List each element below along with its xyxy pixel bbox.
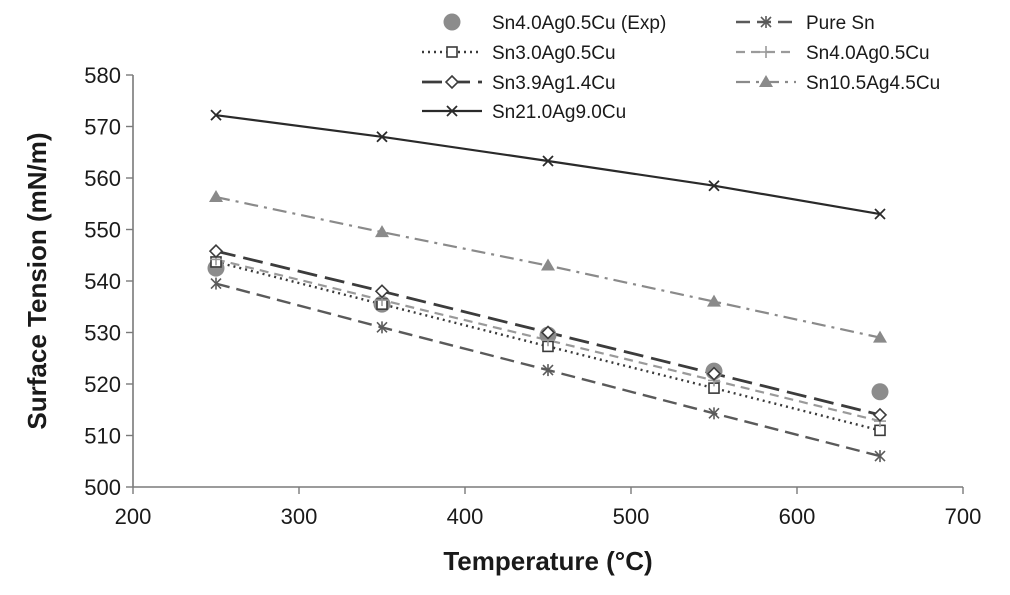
data-point-sn3-9ag1-4cu (540, 325, 556, 340)
legend-swatch-marker (446, 105, 458, 117)
legend: Sn4.0Ag0.5Cu (Exp) Pure Sn Sn3.0Ag0.5Cu Sn4… (422, 13, 940, 123)
axes: 200 300 400 500 600 700 500 510 520 530 540 550 560 5… (84, 63, 981, 529)
legend-item: Sn4.0Ag0.5Cu (Exp) (443, 13, 666, 34)
legend-label: Sn4.0Ag0.5Cu (806, 43, 930, 64)
data-point-pure-sn (874, 450, 886, 463)
data-point-sn10-5ag4-5cu (375, 225, 389, 238)
legend-swatch-marker (446, 46, 458, 58)
legend-swatch-marker (760, 46, 772, 58)
series-markers (207, 109, 889, 463)
data-point-pure-sn (376, 321, 388, 334)
y-tick-label: 540 (84, 269, 121, 294)
data-point-sn3-9ag1-4cu (872, 407, 888, 423)
x-axis-title: Temperature (°C) (443, 546, 652, 576)
legend-item: Sn3.9Ag1.4Cu (422, 73, 616, 94)
data-point-sn21-0ag9-0cu (874, 208, 886, 220)
data-point-sn10-5ag4-5cu (707, 294, 721, 307)
legend-item: Pure Sn (736, 13, 875, 34)
legend-label: Sn4.0Ag0.5Cu (Exp) (492, 13, 666, 34)
legend-swatch-marker (759, 75, 773, 87)
legend-swatch-marker (444, 74, 460, 90)
y-axis-title: Surface Tension (mN/m) (22, 132, 52, 429)
y-tick-label: 580 (84, 63, 121, 88)
legend-label: Sn21.0Ag9.0Cu (492, 102, 626, 123)
data-point-sn10-5ag4-5cu (873, 330, 887, 343)
data-point-sn21-0ag9-0cu (542, 155, 554, 167)
legend-label: Sn3.0Ag0.5Cu (492, 43, 616, 64)
x-tick-label: 600 (779, 504, 816, 529)
legend-item: Sn10.5Ag4.5Cu (736, 73, 940, 94)
y-tick-label: 530 (84, 321, 121, 346)
data-point-pure-sn (210, 277, 222, 290)
y-tick-label: 570 (84, 115, 121, 140)
data-point-pure-sn (708, 407, 720, 420)
data-point-sn10-5ag4-5cu (541, 258, 555, 271)
data-point-sn3-9ag1-4cu (374, 284, 390, 299)
x-tick-label: 500 (613, 504, 650, 529)
legend-swatch-marker (760, 16, 772, 28)
legend-item: Sn4.0Ag0.5Cu (736, 43, 930, 64)
legend-label: Sn3.9Ag1.4Cu (492, 73, 616, 94)
legend-label: Pure Sn (806, 13, 875, 34)
x-tick-label: 400 (447, 504, 484, 529)
y-tick-label: 500 (84, 475, 121, 500)
data-point-sn3-9ag1-4cu (706, 366, 722, 381)
data-point-sn21-0ag9-0cu (708, 180, 720, 192)
y-tick-label: 510 (84, 424, 121, 449)
legend-item: Sn21.0Ag9.0Cu (422, 102, 626, 123)
data-point-sn3-9ag1-4cu (208, 243, 224, 259)
data-point-pure-sn (542, 364, 554, 377)
y-tick-label: 520 (84, 372, 121, 397)
legend-swatch-marker (443, 13, 461, 31)
data-point-sn21-0ag9-0cu (376, 131, 388, 143)
y-tick-label: 560 (84, 166, 121, 191)
data-point-sn10-5ag4-5cu (209, 190, 223, 203)
series-line-sn4-0ag0-5cu (215, 258, 881, 423)
data-point-sn4-0ag0-5cu-exp (871, 383, 889, 401)
x-tick-label: 200 (115, 504, 152, 529)
x-tick-label: 300 (281, 504, 318, 529)
legend-label: Sn10.5Ag4.5Cu (806, 73, 940, 94)
data-point-sn21-0ag9-0cu (210, 109, 222, 121)
y-tick-label: 550 (84, 218, 121, 243)
x-tick-label: 700 (945, 504, 982, 529)
legend-item: Sn3.0Ag0.5Cu (422, 43, 616, 64)
series-lines (215, 114, 881, 458)
series-line-sn21-0ag9-0cu (215, 114, 881, 216)
